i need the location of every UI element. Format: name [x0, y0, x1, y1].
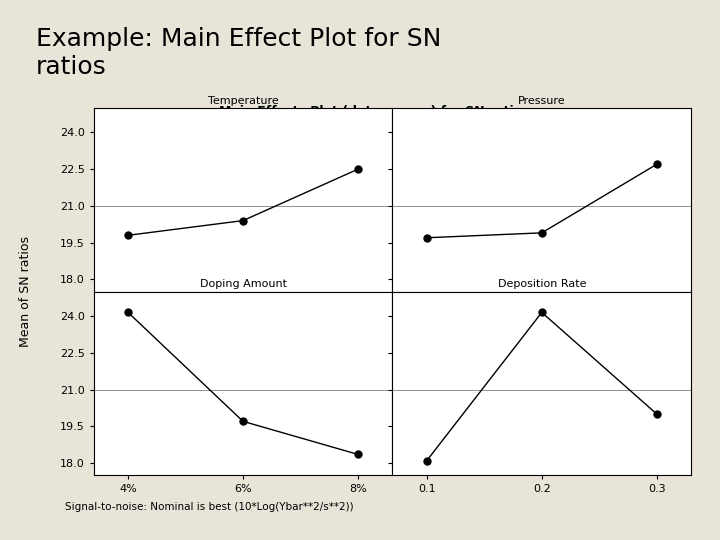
- Title: Pressure: Pressure: [518, 96, 566, 106]
- Title: Temperature: Temperature: [207, 96, 279, 106]
- Title: Doping Amount: Doping Amount: [199, 279, 287, 289]
- Text: Main Effects Plot (data means) for SN ratios: Main Effects Plot (data means) for SN ra…: [219, 105, 530, 118]
- Text: Signal-to-noise: Nominal is best (10*Log(Ybar**2/s**2)): Signal-to-noise: Nominal is best (10*Log…: [65, 502, 354, 512]
- Text: Mean of SN ratios: Mean of SN ratios: [19, 236, 32, 347]
- Title: Deposition Rate: Deposition Rate: [498, 279, 586, 289]
- Text: Example: Main Effect Plot for SN
ratios: Example: Main Effect Plot for SN ratios: [36, 27, 441, 79]
